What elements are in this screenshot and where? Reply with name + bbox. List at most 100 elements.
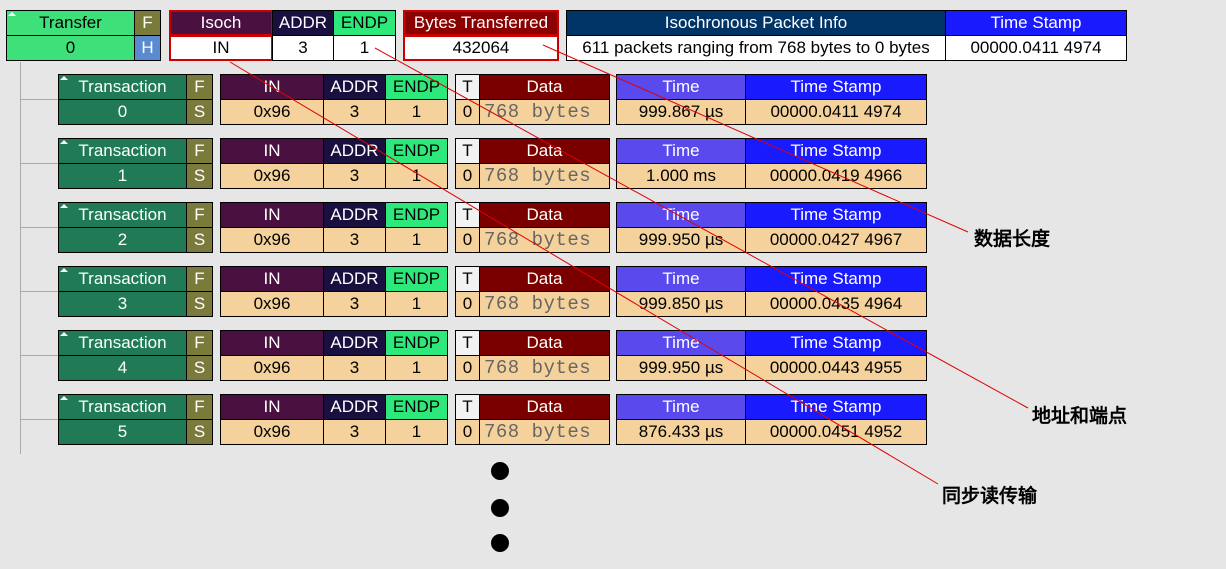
in-value: 0x96 [220,163,324,189]
ts-header: Time Stamp [745,138,927,164]
bytes-transferred-label: Bytes Transferred [403,10,559,36]
in-value: 0x96 [220,227,324,253]
data-value: 768 bytes [479,99,610,125]
data-header: Data [479,74,610,100]
f-header: F [186,330,213,356]
time-header: Time [616,74,746,100]
f-header: F [186,138,213,164]
ts-header: Time Stamp [745,266,927,292]
ts-value: 00000.0427 4967 [745,227,927,253]
ts-value: 00000.0443 4955 [745,355,927,381]
addr-label: ADDR [272,10,334,36]
ts-value: 00000.0411 4974 [745,99,927,125]
f-value: S [186,355,213,381]
tree-branch-line [20,291,58,292]
time-header: Time [616,330,746,356]
tx-header: Transaction [58,266,187,292]
tree-branch-line [20,355,58,356]
ts-header: Time Stamp [745,202,927,228]
tree-branch-line [20,163,58,164]
addr-value: 3 [323,419,386,445]
annotation-data-length: 数据长度 [974,228,1051,250]
addr-header: ADDR [323,394,386,420]
tree-branch-line [20,419,58,420]
tx-header: Transaction [58,202,187,228]
f-value: S [186,291,213,317]
addr-header: ADDR [323,138,386,164]
endp-value: 1 [385,163,448,189]
addr-value: 3 [323,355,386,381]
t-header: T [455,202,480,228]
annotation-addr-endpoint: 地址和端点 [1032,405,1128,427]
tx-value: 2 [58,227,187,253]
tx-header: Transaction [58,74,187,100]
endp-header: ENDP [385,74,448,100]
in-header: IN [220,394,324,420]
addr-value: 3 [323,227,386,253]
f-header: F [186,202,213,228]
data-header: Data [479,202,610,228]
t-value: 0 [455,99,480,125]
endp-value: 1 [385,355,448,381]
time-value: 999.850 µs [616,291,746,317]
endp-label: ENDP [333,10,396,36]
ts-value: 00000.0435 4964 [745,291,927,317]
transfer-id: 0 [6,35,135,61]
time-header: Time [616,394,746,420]
addr-header: ADDR [323,330,386,356]
transfer-timestamp-value: 00000.0411 4974 [945,35,1127,61]
ts-header: Time Stamp [745,330,927,356]
tree-branch-line [20,99,58,100]
in-value: 0x96 [220,99,324,125]
continuation-dot [491,534,509,552]
endp-header: ENDP [385,202,448,228]
data-header: Data [479,138,610,164]
ts-value: 00000.0451 4952 [745,419,927,445]
packet-info-label: Isochronous Packet Info [566,10,946,36]
t-value: 0 [455,355,480,381]
ts-header: Time Stamp [745,394,927,420]
data-value: 768 bytes [479,291,610,317]
time-value: 999.950 µs [616,355,746,381]
ts-header: Time Stamp [745,74,927,100]
bytes-transferred-value: 432064 [403,35,559,61]
in-header: IN [220,138,324,164]
f-header: F [186,266,213,292]
t-value: 0 [455,163,480,189]
data-header: Data [479,266,610,292]
data-header: Data [479,330,610,356]
f-value: S [186,419,213,445]
in-header: IN [220,202,324,228]
time-header: Time [616,266,746,292]
endp-header: ENDP [385,330,448,356]
tx-header: Transaction [58,330,187,356]
addr-header: ADDR [323,202,386,228]
time-value: 999.950 µs [616,227,746,253]
isoch-label: Isoch [169,10,273,36]
addr-value: 3 [323,291,386,317]
t-header: T [455,330,480,356]
data-value: 768 bytes [479,419,610,445]
in-value: 0x96 [220,355,324,381]
tx-value: 0 [58,99,187,125]
annotation-isoch-read: 同步读传输 [942,485,1038,507]
ts-value: 00000.0419 4966 [745,163,927,189]
data-value: 768 bytes [479,227,610,253]
t-value: 0 [455,291,480,317]
endp-value: 1 [385,99,448,125]
endp-header: ENDP [385,266,448,292]
addr-value: 3 [323,163,386,189]
isoch-value: IN [169,35,273,61]
time-value: 1.000 ms [616,163,746,189]
tx-header: Transaction [58,394,187,420]
tree-branch-line [20,227,58,228]
tx-value: 5 [58,419,187,445]
in-header: IN [220,330,324,356]
packet-info-value: 611 packets ranging from 768 bytes to 0 … [566,35,946,61]
f-value: S [186,163,213,189]
addr-value: 3 [323,99,386,125]
t-header: T [455,394,480,420]
f-header: F [186,74,213,100]
in-value: 0x96 [220,291,324,317]
continuation-dot [491,462,509,480]
